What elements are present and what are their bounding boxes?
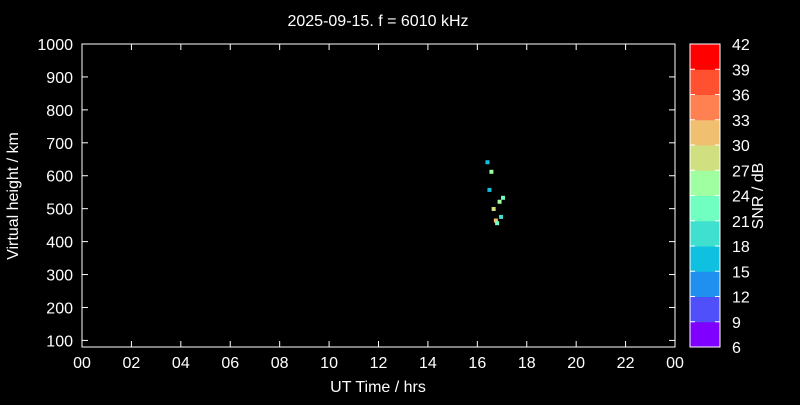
colorbar-band (690, 246, 720, 272)
x-tick-label: 00 (73, 355, 91, 372)
x-tick-label: 12 (370, 355, 388, 372)
colorbar-tick-label: 9 (732, 315, 741, 332)
colorbar-tick-label: 12 (732, 290, 750, 307)
colorbar-tick-label: 6 (732, 340, 741, 357)
y-axis: 100 200 300 400 500 600 700 800 900 1000 (37, 37, 675, 350)
y-tick-label: 100 (46, 333, 73, 350)
colorbar-tick-label: 27 (732, 163, 750, 180)
data-point (491, 207, 496, 212)
x-tick-label: 10 (320, 355, 338, 372)
x-tick-label: 18 (518, 355, 536, 372)
y-tick-label: 1000 (37, 37, 73, 54)
x-tick-label: 16 (468, 355, 486, 372)
x-tick-label: 08 (271, 355, 289, 372)
y-tick-label: 600 (46, 169, 73, 186)
colorbar-band (690, 296, 720, 323)
colorbar-tick-label: 42 (732, 37, 750, 54)
colorbar-band (690, 69, 720, 95)
colorbar-band (690, 94, 720, 121)
y-tick-label: 400 (46, 235, 73, 252)
colorbar-band (690, 271, 720, 297)
x-tick-label: 00 (666, 355, 684, 372)
data-point (487, 187, 492, 192)
y-axis-label: Virtual height / km (5, 132, 22, 260)
colorbar: 6 9 12 15 18 21 24 27 30 33 36 39 42 (689, 37, 750, 357)
colorbar-tick-label: 21 (732, 214, 750, 231)
x-tick-label: 14 (419, 355, 437, 372)
y-tick-label: 200 (46, 300, 73, 317)
x-axis: 00 02 04 06 08 10 12 14 16 18 20 22 00 (73, 44, 684, 372)
data-point (501, 195, 506, 200)
y-tick-label: 800 (46, 103, 73, 120)
x-tick-label: 02 (123, 355, 141, 372)
colorbar-tick-label: 36 (732, 88, 750, 105)
data-point (485, 160, 490, 165)
colorbar-tick-label: 15 (732, 264, 750, 281)
plot-area (81, 43, 676, 348)
colorbar-band (690, 119, 720, 146)
colorbar-tick-label: 24 (732, 189, 750, 206)
data-point (499, 214, 504, 219)
x-tick-label: 20 (567, 355, 585, 372)
x-tick-label: 22 (617, 355, 635, 372)
y-tick-label: 900 (46, 70, 73, 87)
data-point (489, 169, 494, 174)
y-tick-label: 700 (46, 136, 73, 153)
data-point (497, 199, 502, 204)
colorbar-tick-label: 18 (732, 239, 750, 256)
x-tick-label: 04 (172, 355, 190, 372)
colorbar-band (690, 44, 720, 70)
colorbar-tick-label: 39 (732, 62, 750, 79)
y-tick-label: 300 (46, 268, 73, 285)
data-points (485, 160, 506, 226)
y-tick-label: 500 (46, 202, 73, 219)
data-point (495, 221, 500, 226)
colorbar-label: SNR / dB (750, 163, 767, 230)
colorbar-band (690, 145, 720, 171)
data-point (493, 218, 498, 223)
chart-title: 2025-09-15. f = 6010 kHz (287, 13, 468, 30)
colorbar-band (690, 170, 720, 196)
colorbar-band (690, 195, 720, 222)
colorbar-tick-label: 30 (732, 138, 750, 155)
x-tick-label: 06 (221, 355, 239, 372)
x-axis-label: UT Time / hrs (330, 379, 426, 396)
colorbar-band (690, 321, 720, 348)
colorbar-tick-label: 33 (732, 113, 750, 130)
colorbar-band (690, 220, 720, 247)
